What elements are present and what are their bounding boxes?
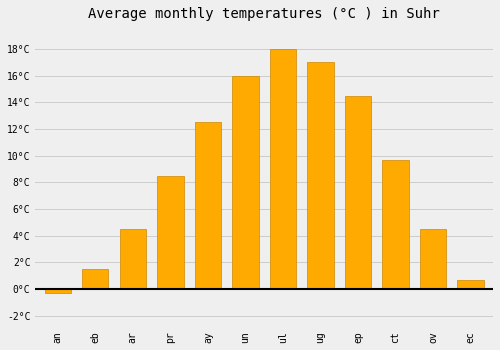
Bar <box>44 289 71 293</box>
Bar <box>232 76 258 289</box>
Bar <box>458 280 483 289</box>
Bar <box>82 269 108 289</box>
Bar <box>270 49 296 289</box>
Title: Average monthly temperatures (°C ) in Suhr: Average monthly temperatures (°C ) in Su… <box>88 7 440 21</box>
Bar <box>420 229 446 289</box>
Bar <box>157 176 184 289</box>
Bar <box>120 229 146 289</box>
Bar <box>308 62 334 289</box>
Bar <box>382 160 408 289</box>
Bar <box>195 122 221 289</box>
Bar <box>345 96 371 289</box>
